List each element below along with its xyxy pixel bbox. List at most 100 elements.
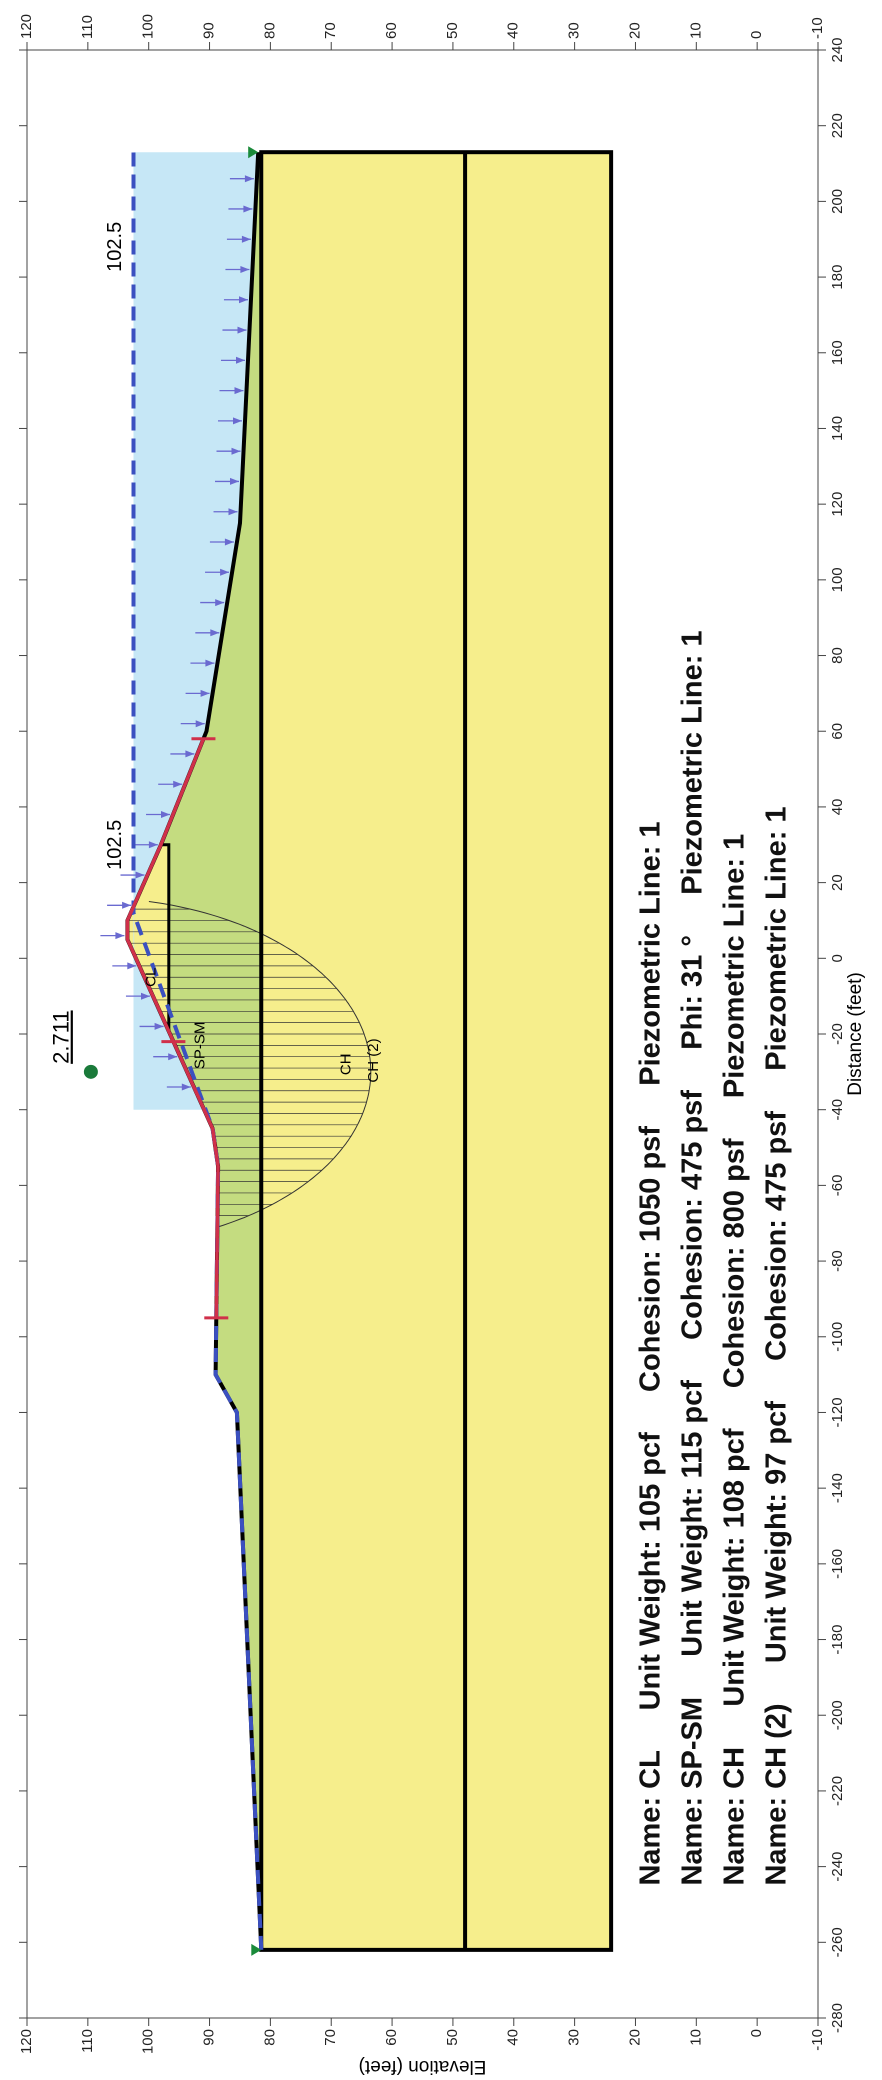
x-tick-label: 20 <box>829 874 846 891</box>
water-arrowhead <box>127 962 137 970</box>
x-tick-label: 120 <box>829 492 846 517</box>
y-tick-label: 30 <box>566 22 583 39</box>
water-level-label: 102.5 <box>104 820 126 870</box>
y-tick-label: 90 <box>201 22 218 39</box>
y-tick-label: 70 <box>322 2029 339 2046</box>
water-arrowhead <box>195 720 205 728</box>
boundary-marker <box>251 1943 262 1956</box>
y-tick-label: 50 <box>444 2029 461 2046</box>
factor-of-safety: 2.711 <box>49 1010 74 1063</box>
region-label: CH <box>337 1053 354 1075</box>
x-tick-label: 180 <box>829 265 846 290</box>
y-tick-label: 120 <box>18 14 35 39</box>
y-tick-label: 10 <box>687 2029 704 2046</box>
x-tick-label: 80 <box>829 647 846 664</box>
boundary-marker <box>248 146 259 159</box>
x-tick-label: 60 <box>829 723 846 740</box>
water-arrowhead <box>210 629 220 637</box>
water-arrowhead <box>181 1083 191 1091</box>
section-outline <box>259 150 614 1952</box>
cl-boundary <box>160 843 171 1031</box>
x-tick-label: -60 <box>829 1175 846 1197</box>
water-level-label: 102.5 <box>104 222 126 272</box>
water-arrowhead <box>135 871 145 879</box>
y-tick-label: 0 <box>748 31 765 39</box>
x-tick-label: -120 <box>829 1397 846 1427</box>
water-arrowhead <box>168 1053 178 1061</box>
water-arrowhead <box>220 568 230 576</box>
y-tick-label: 100 <box>140 14 157 39</box>
y-tick-label: -10 <box>809 2029 826 2051</box>
x-tick-label: 200 <box>829 189 846 214</box>
x-tick-label: -80 <box>829 1250 846 1272</box>
y-tick-label: 60 <box>383 2029 400 2046</box>
y-tick-label: 80 <box>261 22 278 39</box>
x-axis-label: Distance (feet) <box>845 972 866 1096</box>
x-tick-label: 0 <box>829 954 846 962</box>
x-tick-label: -280 <box>829 2003 846 2033</box>
chart-body: 2.711 102.5 102.5 CL SP-SM CH CH (2) -280 -260 -2… <box>18 14 866 2077</box>
water-arrowhead <box>224 538 234 546</box>
x-tick-label: 220 <box>829 113 846 138</box>
x-tick-label: -100 <box>829 1322 846 1352</box>
y-tick-label: 100 <box>140 2029 157 2054</box>
water-arrowhead <box>148 841 158 849</box>
y-tick-label: 10 <box>687 22 704 39</box>
y-tick-label: 40 <box>505 2029 522 2046</box>
piezometric-line <box>131 152 264 1950</box>
x-tick-label: 100 <box>829 567 846 592</box>
water-arrowhead <box>215 599 225 607</box>
water-arrowhead <box>240 266 250 273</box>
x-tick-label: -180 <box>829 1625 846 1655</box>
y-tick-label: 0 <box>748 2029 765 2037</box>
water-arrowhead <box>241 235 251 243</box>
water-arrowhead <box>234 387 244 395</box>
search-limits <box>125 738 220 1318</box>
y-tick-label: 40 <box>505 22 522 39</box>
x-tick-label: -40 <box>829 1099 846 1121</box>
legend-entry: Name: CH (2) Unit Weight: 97 pcf Cohesio… <box>761 806 793 1885</box>
region-label: CH (2) <box>365 1038 382 1082</box>
slip-surface <box>148 901 372 1228</box>
y-tick-label: 20 <box>626 2029 643 2046</box>
water-arrowhead <box>205 659 215 667</box>
x-tick-label: -140 <box>829 1473 846 1503</box>
x-tick-label: 140 <box>829 416 846 441</box>
y-tick-label: 20 <box>626 22 643 39</box>
legend-entry: Name: CL Unit Weight: 105 pcf Cohesion: … <box>635 821 667 1885</box>
water-arrowhead <box>239 296 248 304</box>
water-arrowhead <box>200 689 210 697</box>
layer-ch2 <box>261 152 612 1950</box>
water-arrowhead <box>185 750 195 758</box>
water-arrowhead <box>236 356 245 364</box>
water-arrowhead <box>115 932 125 940</box>
legend-entry: Name: SP-SM Unit Weight: 115 pcf Cohesio… <box>677 630 709 1885</box>
water-arrowhead <box>141 992 150 1000</box>
water-arrowhead <box>233 417 242 425</box>
y-tick-label: 110 <box>79 15 96 39</box>
water-arrowhead <box>231 447 241 455</box>
y-tick-label: 90 <box>201 2029 218 2046</box>
y-tick-label: -10 <box>809 17 826 39</box>
layer-cl <box>127 844 169 1031</box>
x-tick-label: 240 <box>829 37 846 62</box>
water-arrowhead <box>173 780 183 788</box>
y-tick-label: 60 <box>383 22 400 39</box>
water-arrowhead <box>122 901 132 909</box>
water-arrowhead <box>244 175 254 183</box>
x-tick-label: -200 <box>829 1700 846 1730</box>
y-tick-label: 110 <box>79 2029 96 2053</box>
x-tick-label: -240 <box>829 1852 846 1882</box>
y-tick-label: 80 <box>261 2029 278 2046</box>
y-tick-label: 30 <box>566 2029 583 2046</box>
y-axis-label: Elevation (feet) <box>359 2056 487 2077</box>
x-tick-label: -260 <box>829 1927 846 1957</box>
x-tick-label: 40 <box>829 799 846 816</box>
water-arrowhead <box>154 1022 164 1030</box>
legend-entry: Name: CH Unit Weight: 108 pcf Cohesion: … <box>719 834 751 1886</box>
water-arrowhead <box>230 477 239 485</box>
y-tick-label: 120 <box>18 2029 35 2054</box>
region-label: SP-SM <box>191 1022 208 1070</box>
